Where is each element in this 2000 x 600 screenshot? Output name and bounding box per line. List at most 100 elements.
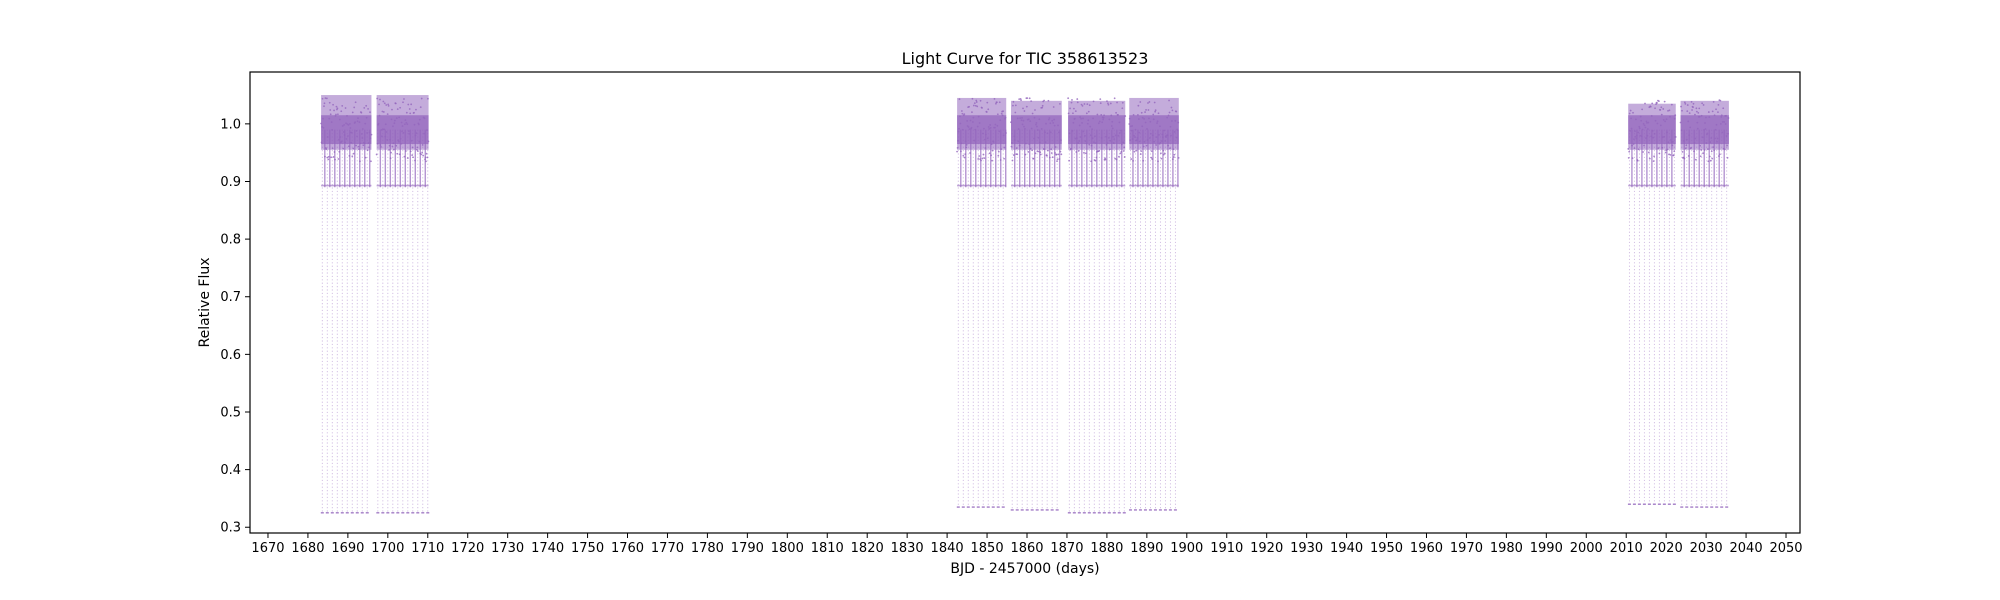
data-point — [1085, 112, 1088, 115]
data-layer — [320, 95, 1730, 514]
data-point — [426, 156, 429, 159]
data-point — [370, 160, 372, 163]
data-point — [1653, 132, 1656, 135]
data-point — [972, 121, 974, 123]
data-point — [974, 104, 977, 107]
data-point — [982, 132, 984, 135]
data-point — [408, 108, 411, 110]
data-point — [418, 118, 421, 121]
data-point — [404, 119, 407, 122]
data-point — [977, 115, 980, 118]
data-point — [996, 124, 999, 127]
data-point — [1169, 125, 1172, 128]
data-point — [338, 118, 341, 121]
data-point — [1035, 122, 1038, 124]
data-point — [1692, 102, 1695, 105]
data-point — [1100, 113, 1103, 116]
data-point — [356, 135, 358, 138]
data-point — [1102, 118, 1105, 121]
data-point — [1104, 158, 1107, 161]
data-point — [1633, 147, 1636, 150]
data-point — [1055, 153, 1058, 156]
data-point — [1690, 146, 1693, 149]
data-point — [357, 117, 359, 120]
data-point — [1059, 139, 1062, 141]
data-point — [407, 103, 410, 106]
data-point — [366, 131, 369, 134]
data-point — [1097, 122, 1100, 125]
x-tick-label: 1900 — [1170, 541, 1203, 556]
y-axis: 0.3 0.4 0.5 0.6 0.7 0.8 0.9 1.0 — [220, 117, 250, 536]
data-point — [1083, 151, 1085, 154]
data-point — [376, 97, 379, 100]
data-point — [1024, 142, 1027, 145]
data-point — [1034, 109, 1036, 111]
data-point — [987, 126, 990, 128]
data-point — [1694, 158, 1697, 161]
data-point — [1067, 97, 1070, 100]
data-point — [959, 115, 961, 118]
data-point — [1133, 150, 1136, 153]
data-point — [957, 139, 959, 142]
data-point — [1057, 153, 1060, 156]
data-point — [322, 126, 325, 129]
data-point — [978, 122, 981, 124]
data-point — [1698, 107, 1701, 110]
data-point — [1721, 120, 1724, 123]
data-point — [1169, 147, 1171, 150]
data-point — [1080, 103, 1083, 106]
data-point — [406, 157, 409, 159]
data-point — [1658, 152, 1661, 155]
data-point — [1031, 112, 1034, 115]
data-point — [1634, 130, 1636, 133]
data-point — [322, 117, 324, 120]
data-point — [966, 120, 969, 122]
data-point — [968, 128, 971, 131]
data-point — [1078, 124, 1081, 127]
data-point — [1727, 132, 1729, 135]
data-point — [1074, 137, 1077, 140]
data-point — [1114, 157, 1117, 160]
data-point — [1166, 116, 1169, 119]
data-point — [1012, 104, 1014, 107]
y-axis-label: Relative Flux — [197, 257, 213, 347]
data-point — [1726, 144, 1728, 147]
data-point — [1071, 99, 1073, 101]
data-point — [421, 151, 424, 154]
data-point — [982, 153, 985, 156]
data-point — [343, 124, 346, 126]
data-point — [1672, 154, 1675, 157]
data-point — [1107, 102, 1109, 105]
data-point — [1632, 111, 1634, 114]
data-point — [1686, 110, 1689, 113]
data-point — [1637, 131, 1640, 134]
data-point — [384, 123, 387, 126]
x-tick-label: 1750 — [571, 541, 604, 556]
data-point — [1645, 120, 1648, 123]
data-point — [1030, 100, 1033, 103]
data-point — [1175, 136, 1178, 139]
data-point — [385, 131, 388, 133]
data-point — [1016, 117, 1019, 120]
data-point — [1045, 122, 1047, 125]
y-tick-label: 1.0 — [220, 117, 241, 132]
data-point — [959, 122, 962, 125]
data-point — [1096, 113, 1099, 116]
data-point — [1727, 117, 1730, 119]
data-point — [1685, 138, 1688, 141]
x-tick-label: 1980 — [1490, 541, 1523, 556]
data-point — [1627, 156, 1630, 159]
data-point — [1118, 155, 1120, 158]
data-point — [396, 108, 399, 111]
data-point — [1630, 127, 1633, 130]
data-point — [365, 116, 368, 119]
data-point — [330, 156, 333, 159]
data-point — [345, 122, 347, 125]
data-point — [332, 156, 335, 158]
data-point — [1129, 125, 1132, 128]
data-point — [1020, 119, 1023, 122]
data-point — [1031, 149, 1034, 152]
data-point — [1717, 104, 1720, 106]
data-point — [405, 111, 408, 114]
data-point — [421, 144, 424, 146]
